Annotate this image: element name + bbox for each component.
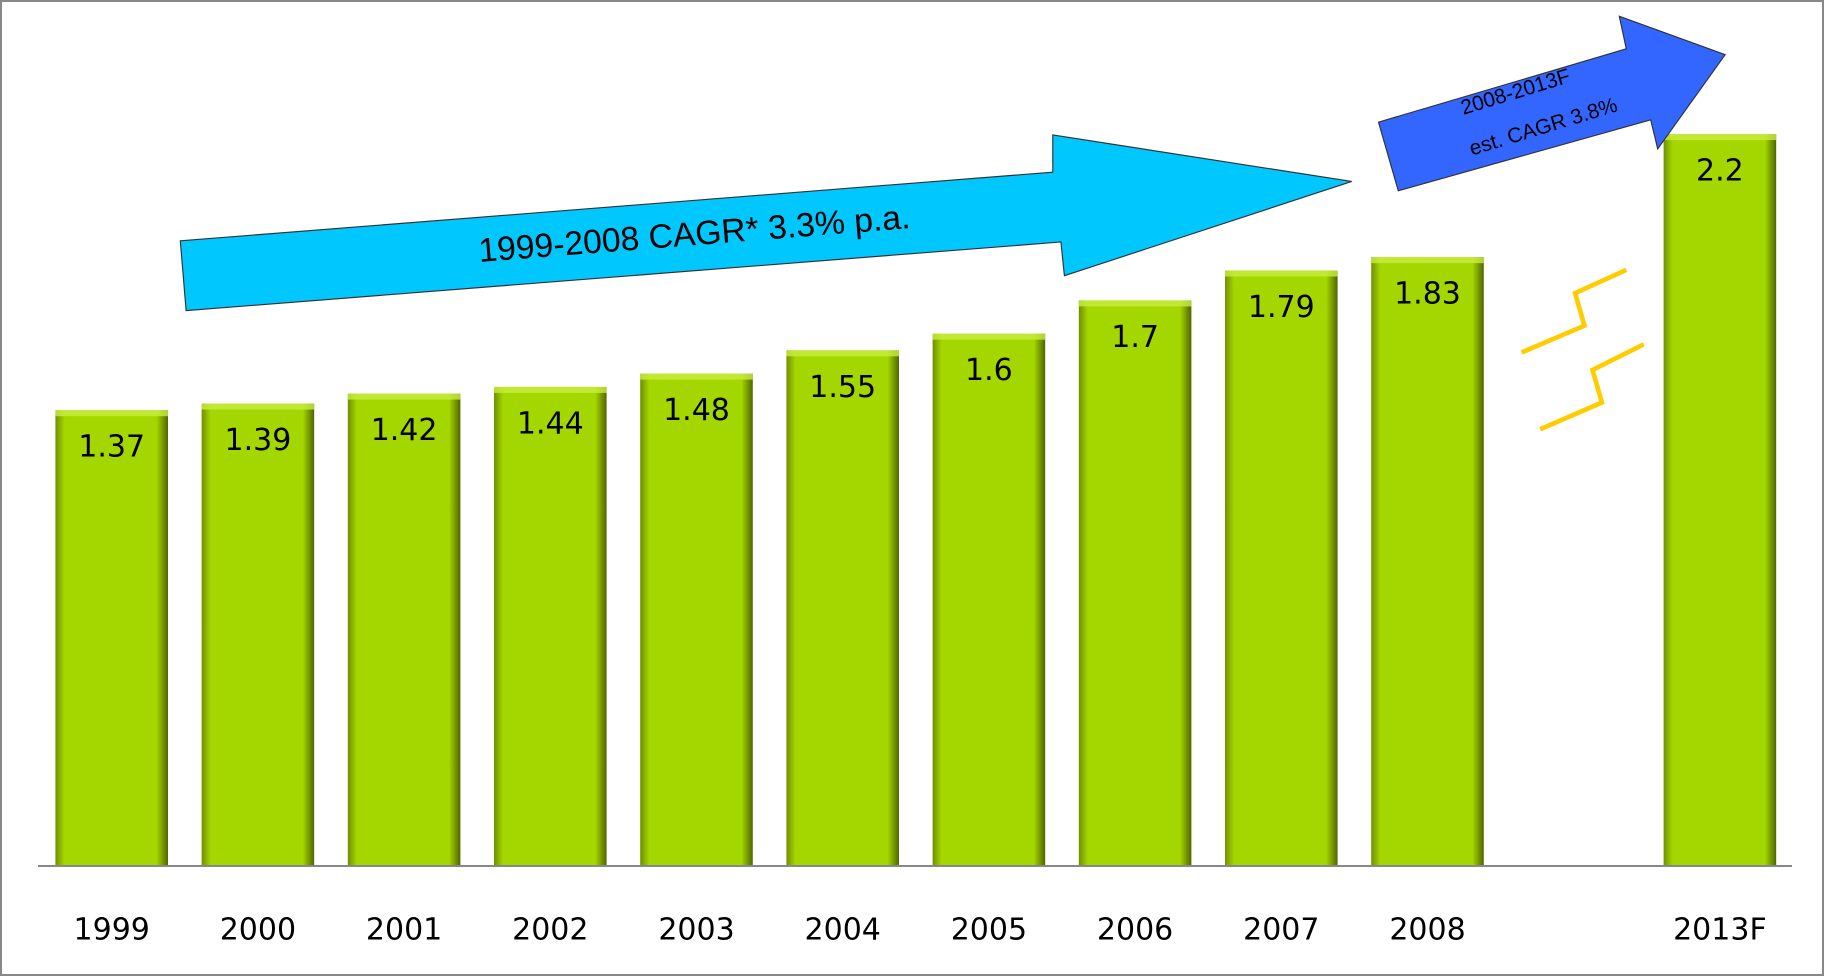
bar-cap xyxy=(932,333,1046,340)
bar xyxy=(932,333,1046,866)
bar xyxy=(1225,270,1338,866)
annotations: 1999-2008 CAGR* 3.3% p.a. 2008-2013F est… xyxy=(179,15,1727,432)
arrow-forecast xyxy=(1377,15,1727,192)
x-tick-label: 2005 xyxy=(951,913,1027,948)
x-tick-label: 2008 xyxy=(1389,913,1465,948)
value-label: 1.79 xyxy=(1248,290,1315,325)
bar-cap xyxy=(1663,134,1777,141)
bar-cap xyxy=(1371,257,1484,264)
x-tick-label: 1999 xyxy=(74,913,150,948)
x-tick-label: 2003 xyxy=(658,913,734,948)
x-tick-label: 2001 xyxy=(366,913,442,948)
x-tick-label: 2007 xyxy=(1243,913,1319,948)
value-label: 1.44 xyxy=(517,406,584,441)
axis-break xyxy=(1520,267,1628,355)
value-label: 1.83 xyxy=(1394,277,1461,312)
bars: 1.37 1.39 1.42 1.44 1.48 1.55 1.6 1.7 1.79 1.83 2.… xyxy=(55,134,1777,867)
bar xyxy=(1663,134,1777,867)
bar xyxy=(640,373,753,866)
axis-break xyxy=(1539,342,1645,432)
bar-cap xyxy=(201,403,315,410)
bar xyxy=(494,386,607,866)
bar xyxy=(1078,300,1192,866)
bar-cap xyxy=(1078,300,1192,307)
bar-cap xyxy=(55,410,168,417)
value-label: 1.48 xyxy=(663,393,730,428)
value-label: 2.2 xyxy=(1696,154,1744,189)
value-label: 1.39 xyxy=(225,423,292,458)
value-label: 1.42 xyxy=(371,413,438,448)
bar xyxy=(347,393,461,866)
x-tick-label: 2006 xyxy=(1097,913,1173,948)
value-label: 1.55 xyxy=(809,370,876,405)
bar xyxy=(201,403,315,866)
bar xyxy=(1371,257,1484,866)
arrow-history xyxy=(179,134,1352,312)
bar xyxy=(786,350,899,867)
value-label: 1.37 xyxy=(78,430,145,465)
bar-cap xyxy=(786,350,899,357)
x-tick-label: 2000 xyxy=(220,913,296,948)
bar-cap xyxy=(640,373,753,380)
bar-cap xyxy=(347,393,461,400)
value-label: 1.7 xyxy=(1111,320,1159,355)
x-tick-label: 2002 xyxy=(512,913,588,948)
x-tick-label: 2013F xyxy=(1673,913,1767,948)
bar-cap xyxy=(494,386,607,393)
x-tick-label: 2004 xyxy=(805,913,881,948)
bar-cap xyxy=(1225,270,1338,277)
bar xyxy=(55,410,168,866)
value-label: 1.6 xyxy=(965,353,1013,388)
